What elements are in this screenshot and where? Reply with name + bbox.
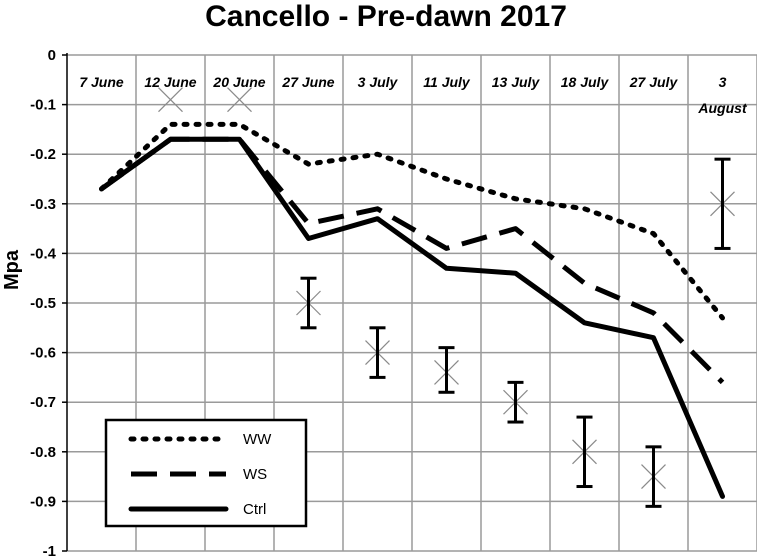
x-marker [158,87,183,113]
series-lines [99,121,725,499]
error-bars [300,157,731,508]
x-marker [227,87,252,113]
y-tick-label: -0.2 [30,146,56,163]
y-tick-label: 0 [48,47,56,64]
legend-label-ww: WW [243,431,272,448]
x-marker-stroke [227,87,252,113]
y-tick-label: -0.8 [30,444,56,461]
y-axis-label: Mpa [1,249,23,290]
chart-title: Cancello - Pre-dawn 2017 [205,0,567,33]
y-tick-label: -1 [43,543,56,558]
y-tick-label: -0.6 [30,345,56,362]
y-tick-labels: 0 -0.1 -0.2 -0.3 -0.4 -0.5 -0.6 -0.7 -0.8 -0.9 -1 [30,47,67,558]
series-line-ww [99,121,725,321]
x-marker-stroke [158,87,183,113]
error-bar [576,415,593,489]
legend: WW WS Ctrl [104,418,308,528]
x-tick-label: 27 June [281,74,334,90]
x-tick-label: 18 July [561,74,610,90]
x-tick-labels: 7 June 12 June 20 June 27 June 3 July 11 July… [79,74,748,116]
x-tick-label: 20 June [212,74,265,90]
y-tick-label: -0.5 [30,295,56,312]
y-tick-label: -0.7 [30,394,56,411]
y-tick-label: -0.3 [30,196,56,213]
y-tick-label: -0.9 [30,493,56,510]
error-bar [438,346,455,394]
x-tick-label: 27 July [629,74,679,90]
error-bar [300,276,317,330]
error-bar [369,326,386,379]
error-bar [645,445,662,508]
y-tick-label: -0.4 [30,245,57,262]
error-bar [507,380,524,424]
x-tick-label: 11 July [423,74,471,90]
legend-label-ws: WS [243,466,267,483]
x-tick-label: 12 June [144,74,196,90]
y-tick-label: -0.1 [30,97,56,114]
legend-label-ctrl: Ctrl [243,501,266,518]
x-tick-label: 13 July [492,74,541,90]
error-bar [714,157,731,250]
x-tick-label: 7 June [79,74,124,90]
x-tick-label: 3 August [697,74,748,116]
series-line-ctrl [99,136,725,499]
x-tick-label: 3 July [358,74,399,90]
